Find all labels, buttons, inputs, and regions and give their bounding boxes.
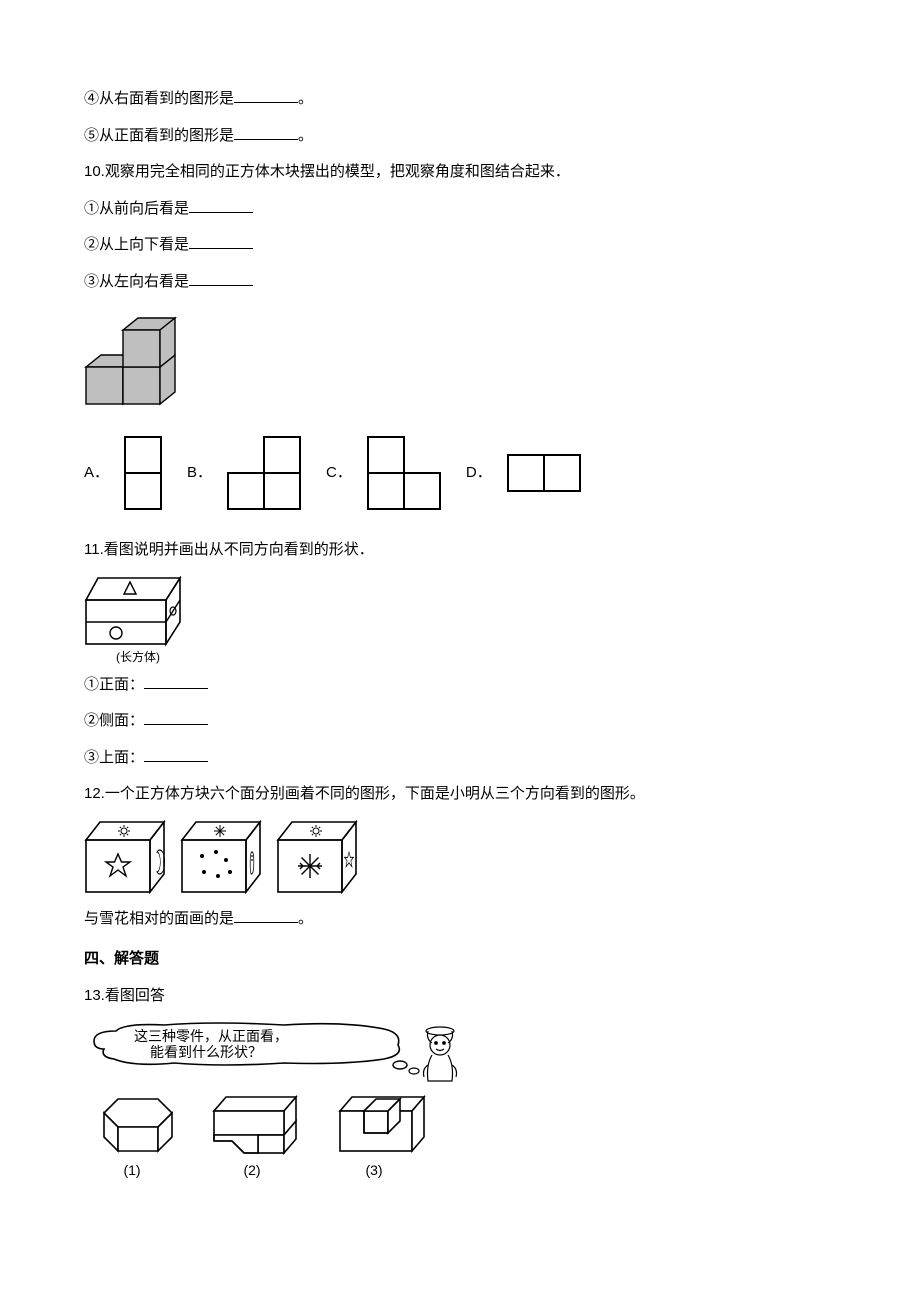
q11-stem: 11.看图说明并画出从不同方向看到的形状． [84,539,836,562]
q10-sub1-text: ①从前向后看是 [84,200,189,217]
speech-bubble: 这三种零件，从正面看， 能看到什么形状？ [94,1023,419,1074]
q10-blank3[interactable] [189,272,253,286]
opt-d-label: D． [466,462,492,485]
q12-ans-text: 与雪花相对的面画的是 [84,910,234,927]
q10-cubes-svg [84,307,194,413]
q5-text: ⑤从正面看到的图形是 [84,127,234,144]
q11-figure: (长方体) [84,576,192,666]
q13-svg: 这三种零件，从正面看， 能看到什么形状？ (1) (2) [84,1021,466,1183]
q12-blank[interactable] [234,909,298,923]
q10-sub3: ③从左向右看是 [84,271,836,294]
q10-stem: 10.观察用完全相同的正方体木块摆出的模型，把观察角度和图结合起来． [84,161,836,184]
q12-tail: 。 [298,910,313,927]
q11-blank1[interactable] [144,675,208,689]
q10-sub1: ①从前向后看是 [84,198,836,221]
shape-1 [104,1099,172,1151]
q11-sub1: ①正面： [84,674,836,697]
q11-blank3[interactable] [144,748,208,762]
shape-2 [214,1097,296,1153]
q5-line: ⑤从正面看到的图形是 。 [84,125,836,148]
opt-a-label: A． [84,462,109,485]
q11-sub3-text: ③上面： [84,749,144,766]
q11-sub3: ③上面： [84,747,836,770]
opt-b-shape [226,435,302,511]
q12-answer: 与雪花相对的面画的是 。 [84,908,836,931]
label-3: (3) [365,1162,382,1178]
q4-blank[interactable] [234,89,298,103]
teacher-icon [424,1027,457,1081]
label-2: (2) [243,1162,260,1178]
q10-options: A． B． C． D． [84,435,836,511]
q4-tail: 。 [298,90,313,107]
q10-cube-figure [84,307,836,413]
q12-figure [84,820,836,900]
speech-line2: 能看到什么形状？ [150,1045,262,1061]
opt-c-shape [366,435,442,511]
q10-sub2: ②从上向下看是 [84,234,836,257]
opt-a-shape [123,435,163,511]
q11-sub2-text: ②侧面： [84,712,144,729]
q13-stem: 13.看图回答 [84,985,836,1008]
section-4-title: 四、解答题 [84,948,836,971]
label-1: (1) [123,1162,140,1178]
q4-text: ④从右面看到的图形是 [84,90,234,107]
q10-sub2-text: ②从上向下看是 [84,236,189,253]
q11-caption: (长方体) [84,648,192,666]
q10-blank1[interactable] [189,199,253,213]
q5-tail: 。 [298,127,313,144]
q11-blank2[interactable] [144,711,208,725]
opt-b-label: B． [187,462,212,485]
q4-line: ④从右面看到的图形是 。 [84,88,836,111]
shape-3 [340,1097,424,1151]
q5-blank[interactable] [234,126,298,140]
q11-sub2: ②侧面： [84,710,836,733]
q12-stem: 12.一个正方体方块六个面分别画着不同的图形，下面是小明从三个方向看到的图形。 [84,783,836,806]
opt-c-label: C． [326,462,352,485]
q11-cuboid-svg [84,576,192,648]
q13-figure: 这三种零件，从正面看， 能看到什么形状？ (1) (2) [84,1021,836,1183]
q10-blank2[interactable] [189,235,253,249]
opt-d-shape [506,453,582,493]
q10-sub3-text: ③从左向右看是 [84,273,189,290]
speech-line1: 这三种零件，从正面看， [134,1028,288,1045]
q12-cubes-svg [84,820,366,900]
q11-sub1-text: ①正面： [84,676,144,693]
